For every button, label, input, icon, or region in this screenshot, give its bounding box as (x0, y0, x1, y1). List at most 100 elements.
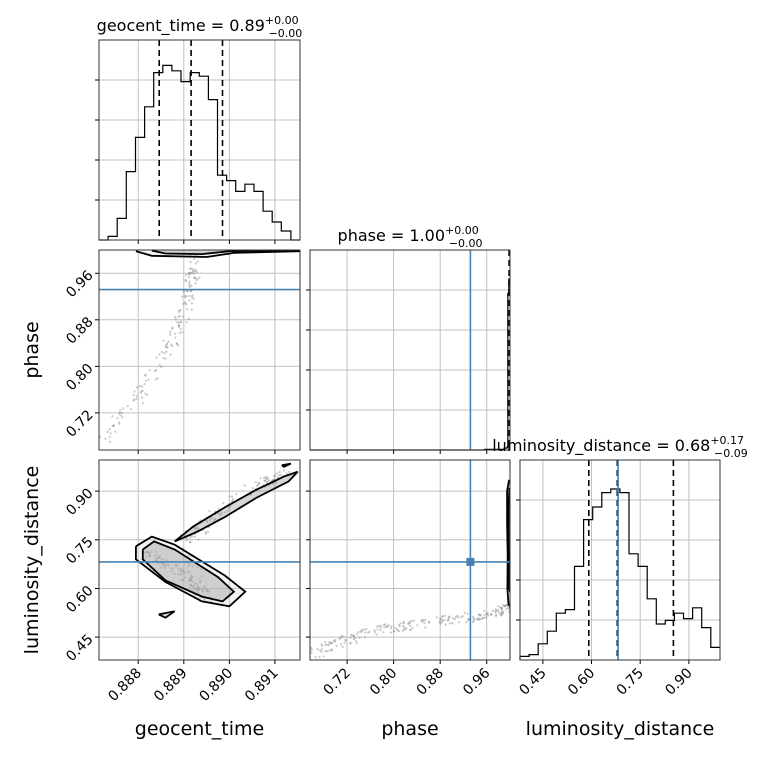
sample-point (224, 511, 227, 514)
x-tick-label: 0.75 (614, 665, 647, 698)
sample-point (226, 509, 229, 512)
sample-point (400, 622, 403, 625)
sample-point (193, 582, 196, 585)
histogram-luminosity-distance (519, 488, 720, 660)
sample-point (188, 299, 191, 302)
sample-point (398, 630, 401, 633)
sample-point (188, 280, 191, 283)
sample-point (231, 500, 234, 503)
sample-point (263, 479, 266, 483)
sample-point (148, 551, 151, 554)
sample-point (395, 628, 398, 631)
sample-point (175, 565, 178, 568)
sample-point (161, 562, 164, 565)
sample-point (504, 604, 507, 607)
sample-point (140, 390, 143, 393)
sample-point (506, 606, 510, 609)
sample-point (332, 640, 335, 643)
sample-point (193, 588, 196, 591)
sample-point (362, 628, 366, 631)
sample-point (328, 649, 331, 652)
sample-point (357, 630, 360, 634)
sample-point (379, 629, 382, 632)
contour-fill (174, 471, 298, 542)
sample-point (208, 519, 211, 522)
sample-point (408, 620, 411, 623)
sample-point (505, 607, 508, 611)
sample-point (147, 551, 151, 555)
sample-point (119, 408, 122, 411)
sample-point (201, 589, 205, 592)
sample-point (135, 397, 138, 400)
sample-point (213, 518, 216, 521)
sample-point (193, 535, 196, 538)
sample-point (145, 550, 148, 554)
sample-point (189, 271, 192, 274)
sample-point (187, 565, 190, 568)
sample-point (358, 636, 361, 639)
sample-point (499, 606, 502, 609)
sample-point (271, 482, 275, 485)
sample-point (478, 618, 481, 621)
sample-point (266, 478, 269, 481)
sample-point (334, 638, 337, 642)
sample-point (364, 636, 367, 639)
x-tick-label: 0.60 (565, 665, 598, 698)
sample-point (420, 620, 423, 623)
contour-line (174, 470, 299, 543)
sample-point (479, 618, 482, 621)
sample-point (162, 563, 165, 566)
sample-point (490, 613, 493, 616)
sample-point (182, 290, 186, 293)
sample-point (264, 479, 267, 482)
sample-point (179, 570, 182, 573)
sample-point (499, 606, 502, 610)
sample-point (191, 296, 194, 299)
sample-point (316, 648, 319, 651)
sample-point (187, 570, 190, 573)
sample-point (379, 626, 382, 629)
sample-point (423, 621, 426, 625)
sample-point (402, 620, 405, 623)
sample-point (497, 605, 500, 608)
sample-point (156, 377, 159, 380)
sample-point (133, 398, 136, 401)
sample-point (196, 566, 199, 569)
panel-title-luminosity-distance: luminosity_distance = 0.68+0.17 −0.09 (492, 434, 748, 460)
sample-point (117, 421, 121, 424)
sample-point (265, 477, 268, 480)
sample-point (392, 630, 395, 633)
sample-point (146, 551, 149, 554)
sample-point (479, 613, 483, 616)
title-text: luminosity_distance (492, 436, 651, 456)
x-tick-label: 0.88 (414, 665, 447, 698)
title-text: geocent_time (97, 16, 206, 36)
y-tick-label: 0.90 (63, 485, 96, 518)
sample-point (178, 314, 181, 317)
sample-point (190, 574, 193, 577)
sample-point (507, 610, 510, 613)
sample-point (511, 609, 513, 611)
sample-point (184, 576, 187, 579)
sample-point (197, 591, 200, 595)
sample-point (154, 558, 157, 561)
sample-point (514, 611, 516, 613)
sample-point (198, 581, 202, 584)
sample-point (174, 336, 177, 339)
sample-point (265, 480, 268, 484)
sample-point (375, 633, 378, 636)
sample-point (383, 623, 387, 626)
sample-point (177, 573, 180, 576)
sample-point (409, 628, 412, 632)
sample-point (257, 481, 260, 484)
sample-point (285, 472, 288, 475)
sample-point (483, 616, 486, 619)
histogram-phase (310, 278, 510, 451)
sample-point (441, 616, 444, 619)
sample-point (159, 566, 163, 569)
sample-point (191, 580, 194, 583)
sample-point (349, 636, 352, 639)
sample-point (195, 526, 198, 530)
sample-point (188, 294, 191, 298)
sample-point (155, 356, 158, 359)
